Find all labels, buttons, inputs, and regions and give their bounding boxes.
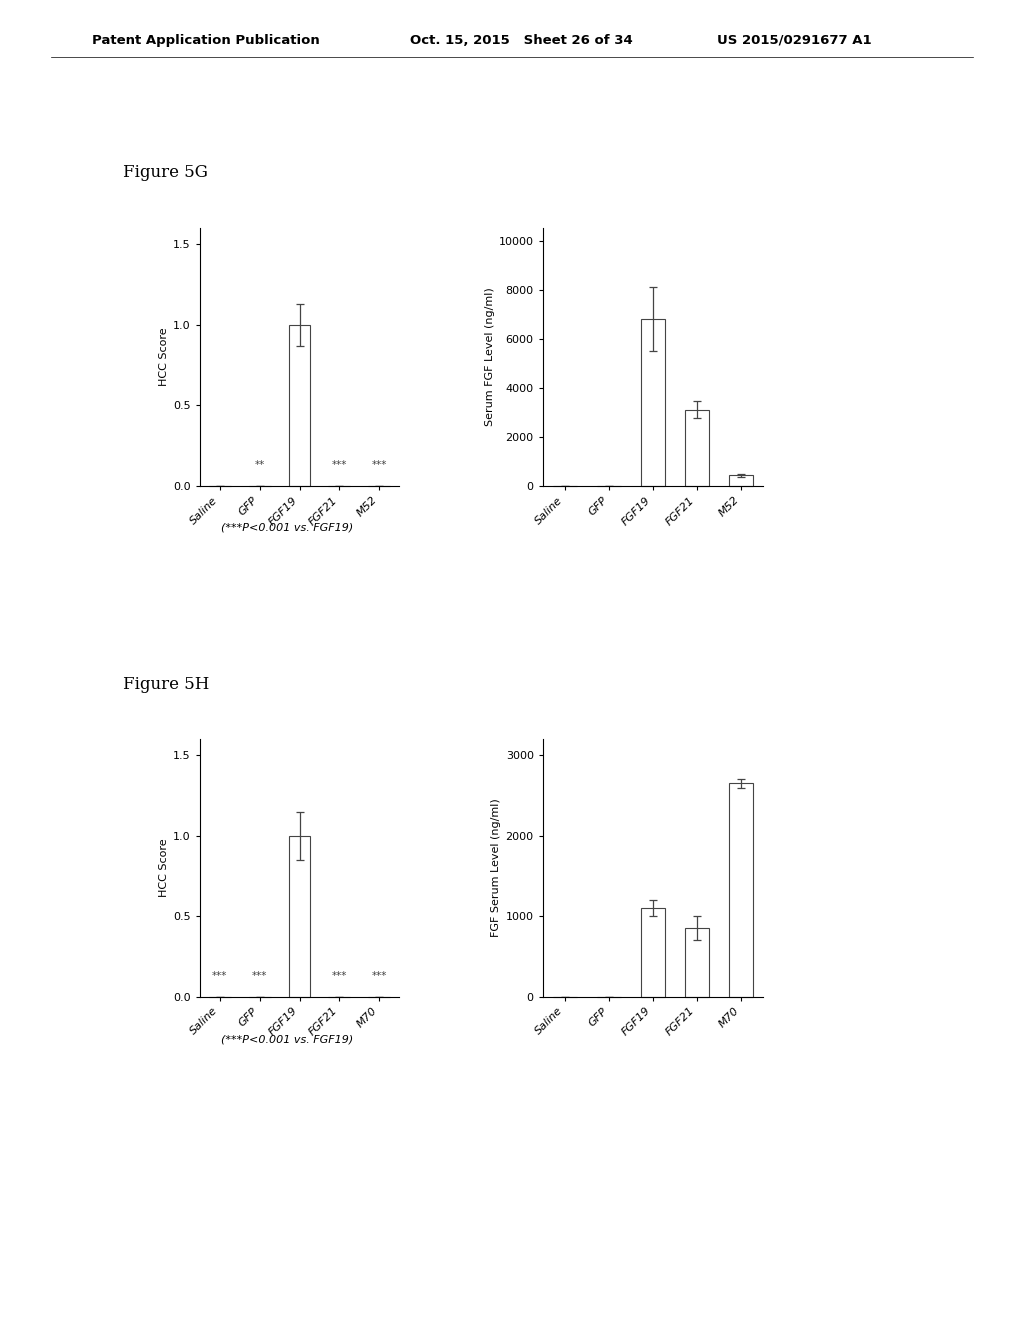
- Text: Figure 5H: Figure 5H: [123, 676, 209, 693]
- Bar: [729, 475, 753, 486]
- Bar: [685, 409, 709, 486]
- Text: ***: ***: [372, 972, 387, 981]
- Text: (***P<0.001 vs. FGF19): (***P<0.001 vs. FGF19): [220, 1035, 353, 1045]
- Text: ***: ***: [212, 972, 227, 981]
- Bar: [289, 836, 310, 997]
- Text: ***: ***: [332, 972, 347, 981]
- Y-axis label: HCC Score: HCC Score: [159, 327, 169, 387]
- Text: Oct. 15, 2015   Sheet 26 of 34: Oct. 15, 2015 Sheet 26 of 34: [410, 33, 633, 46]
- Bar: [729, 784, 753, 997]
- Text: US 2015/0291677 A1: US 2015/0291677 A1: [717, 33, 871, 46]
- Y-axis label: HCC Score: HCC Score: [159, 838, 169, 898]
- Bar: [685, 928, 709, 997]
- Text: ***: ***: [372, 461, 387, 470]
- Text: ***: ***: [332, 461, 347, 470]
- Text: Patent Application Publication: Patent Application Publication: [92, 33, 319, 46]
- Text: **: **: [255, 461, 265, 470]
- Y-axis label: FGF Serum Level (ng/ml): FGF Serum Level (ng/ml): [492, 799, 502, 937]
- Bar: [641, 908, 665, 997]
- Bar: [641, 319, 665, 486]
- Bar: [289, 325, 310, 486]
- Y-axis label: Serum FGF Level (ng/ml): Serum FGF Level (ng/ml): [484, 288, 495, 426]
- Text: (***P<0.001 vs. FGF19): (***P<0.001 vs. FGF19): [220, 523, 353, 533]
- Text: ***: ***: [252, 972, 267, 981]
- Text: Figure 5G: Figure 5G: [123, 164, 208, 181]
